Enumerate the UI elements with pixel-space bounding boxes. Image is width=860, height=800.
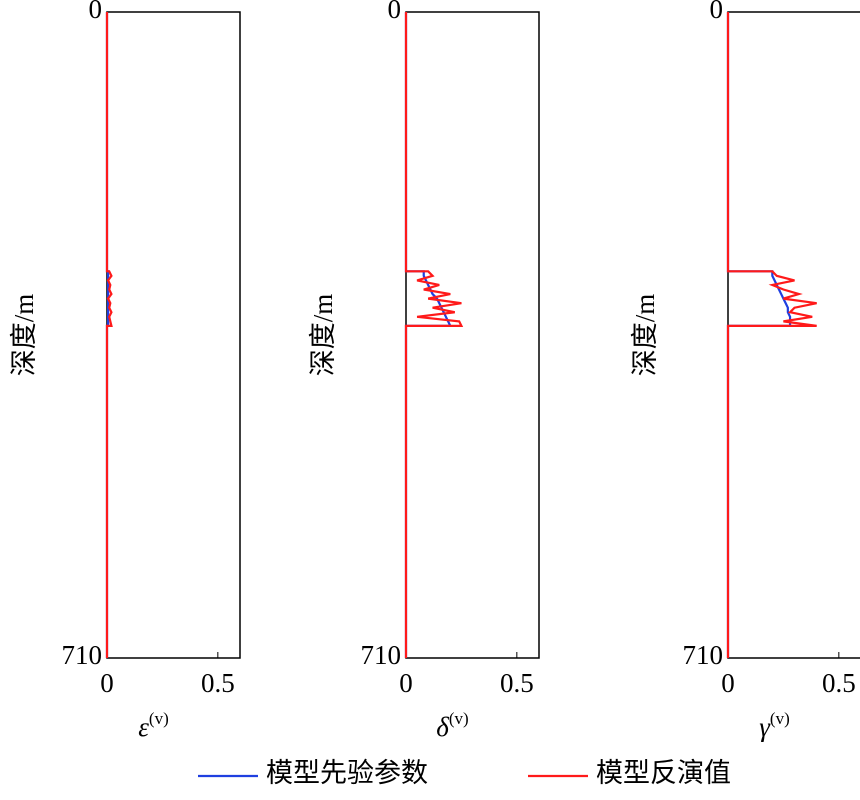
y-tick-label: 710 — [683, 640, 724, 670]
x-tick-label: 0.5 — [500, 668, 534, 698]
series-line — [726, 12, 817, 658]
y-tick-label: 0 — [388, 0, 402, 24]
legend-label: 模型反演值 — [596, 758, 731, 788]
plot-frame — [405, 11, 540, 659]
series-line — [404, 12, 464, 658]
y-tick-label: 0 — [710, 0, 724, 24]
legend-label: 模型先验参数 — [266, 758, 428, 788]
plot-frame — [727, 11, 860, 659]
series-line — [726, 12, 792, 658]
x-axis-label-sup: (v) — [770, 709, 790, 728]
x-axis-label: δ(v) — [436, 709, 468, 742]
x-axis-label: ε(v) — [138, 709, 168, 742]
y-tick-label: 710 — [361, 640, 402, 670]
plot-frame — [106, 11, 241, 659]
x-axis-label-sup: (v) — [149, 709, 169, 728]
x-axis-label: γ(v) — [759, 709, 789, 742]
y-axis-label: 深度/m — [9, 294, 39, 377]
series-line — [404, 12, 453, 658]
series-line — [105, 12, 113, 658]
x-axis-label-sup: (v) — [449, 709, 469, 728]
x-tick-label: 0 — [100, 668, 114, 698]
x-tick-label: 0 — [399, 668, 413, 698]
y-axis-label: 深度/m — [308, 294, 338, 377]
x-axis-label-base: δ — [436, 712, 449, 742]
y-axis-label: 深度/m — [630, 294, 660, 377]
y-tick-label: 0 — [89, 0, 103, 24]
y-tick-label: 710 — [62, 640, 103, 670]
x-tick-label: 0.5 — [201, 668, 235, 698]
x-axis-label-base: γ — [759, 712, 771, 742]
x-tick-label: 0 — [721, 668, 735, 698]
x-axis-label-base: ε — [138, 712, 149, 742]
x-tick-label: 0.5 — [822, 668, 856, 698]
